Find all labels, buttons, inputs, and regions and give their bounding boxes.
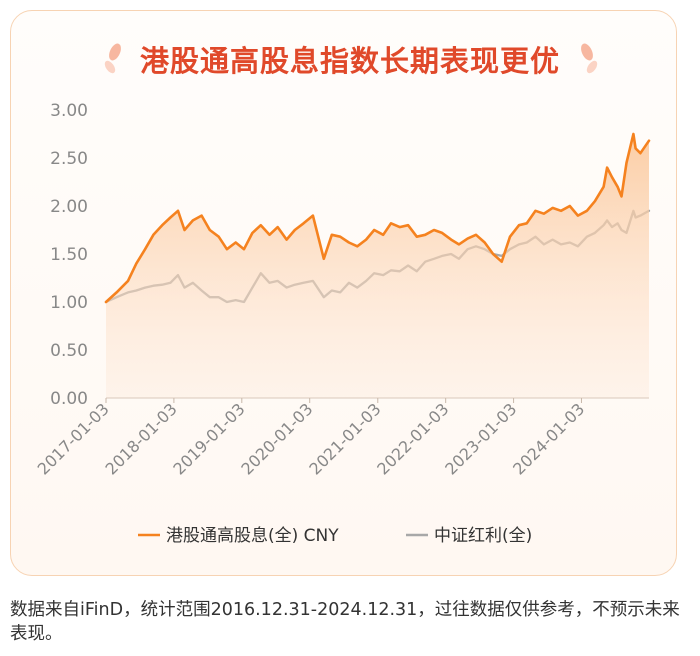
x-tick-label: 2024-01-03: [509, 399, 588, 478]
footnote-text: 数据来自iFinD，统计范围2016.12.31-2024.12.31，过往数据…: [10, 600, 680, 644]
x-tick-label: 2020-01-03: [237, 399, 316, 478]
legend-label: 中证红利(全): [434, 526, 532, 546]
x-tick-label: 2023-01-03: [441, 399, 520, 478]
y-tick-label: 3.00: [50, 101, 88, 121]
series-area: [106, 134, 649, 398]
x-tick-label: 2018-01-03: [102, 399, 181, 478]
chart-title: 港股通高股息指数长期表现更优: [139, 44, 560, 78]
leaf-decoration-icon: [104, 43, 121, 74]
x-tick-label: 2022-01-03: [373, 399, 452, 478]
x-tick-label: 2021-01-03: [305, 399, 384, 478]
series-line: [104, 132, 651, 304]
line-chart: 0.000.501.001.502.002.503.00 2017-01-032…: [34, 101, 651, 546]
y-tick-label: 1.50: [50, 245, 88, 265]
x-tick-label: 2017-01-03: [34, 399, 113, 478]
legend-label: 港股通高股息(全) CNY: [166, 526, 339, 546]
x-tick-label: 2019-01-03: [169, 399, 248, 478]
y-tick-label: 1.00: [50, 293, 88, 313]
y-tick-label: 2.00: [50, 197, 88, 217]
y-tick-label: 0.00: [50, 389, 88, 409]
y-tick-label: 0.50: [50, 341, 88, 361]
leaf-decoration-icon: [581, 43, 598, 74]
y-tick-label: 2.50: [50, 149, 88, 169]
